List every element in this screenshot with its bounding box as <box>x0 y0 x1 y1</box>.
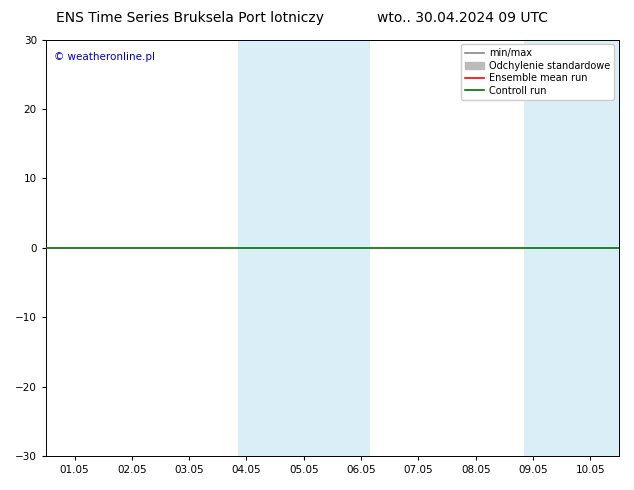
Legend: min/max, Odchylenie standardowe, Ensemble mean run, Controll run: min/max, Odchylenie standardowe, Ensembl… <box>461 45 614 99</box>
Text: ENS Time Series Bruksela Port lotniczy: ENS Time Series Bruksela Port lotniczy <box>56 11 324 25</box>
Text: © weatheronline.pl: © weatheronline.pl <box>55 52 155 62</box>
Bar <box>238 40 370 456</box>
Bar <box>524 40 624 456</box>
Text: wto.. 30.04.2024 09 UTC: wto.. 30.04.2024 09 UTC <box>377 11 548 25</box>
